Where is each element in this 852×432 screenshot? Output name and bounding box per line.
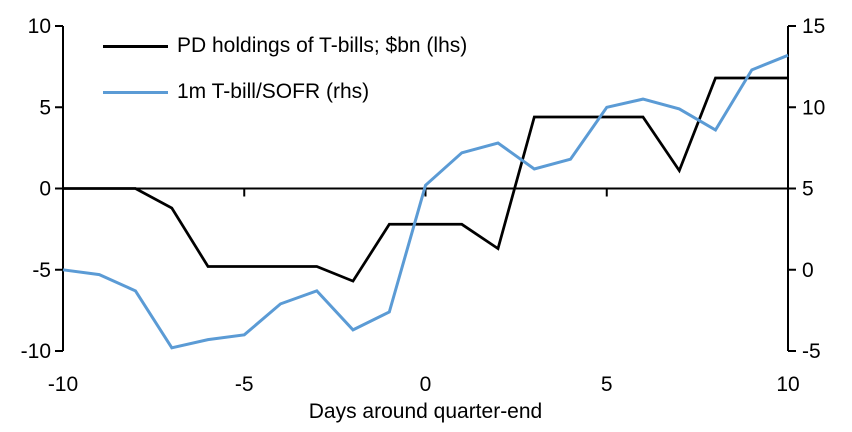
left-axis-tick-label: 5 (39, 96, 51, 119)
legend-item-tbill-sofr: 1m T-bill/SOFR (rhs) (103, 80, 369, 104)
legend-line-sample-blue (103, 90, 168, 94)
left-axis-tick-label: -5 (32, 259, 51, 282)
right-axis-tick-label: -5 (802, 340, 821, 363)
legend-item-pd-holdings: PD holdings of T-bills; $bn (lhs) (103, 34, 467, 58)
x-axis-tick-label: 0 (420, 373, 432, 396)
legend-label: 1m T-bill/SOFR (rhs) (177, 80, 370, 103)
x-axis-tick-label: 5 (601, 373, 613, 396)
right-axis-tick-label: 10 (802, 96, 825, 119)
legend-label: PD holdings of T-bills; $bn (lhs) (177, 34, 468, 57)
x-axis-tick-label: -5 (235, 373, 254, 396)
x-axis-tick-label: 10 (776, 373, 799, 396)
left-axis-tick-label: 0 (39, 178, 51, 201)
right-axis-tick-label: 15 (802, 15, 825, 38)
x-axis-tick-label: -10 (48, 373, 78, 396)
left-axis-tick-label: -10 (21, 340, 51, 363)
x-axis-title: Days around quarter-end (308, 400, 543, 423)
right-axis-tick-label: 5 (802, 178, 814, 201)
left-axis-tick-label: 10 (28, 15, 51, 38)
series-line-1 (62, 53, 789, 350)
series-line-0 (63, 76, 788, 283)
right-axis-tick-label: 0 (802, 259, 814, 282)
legend-line-sample-black (103, 44, 168, 48)
